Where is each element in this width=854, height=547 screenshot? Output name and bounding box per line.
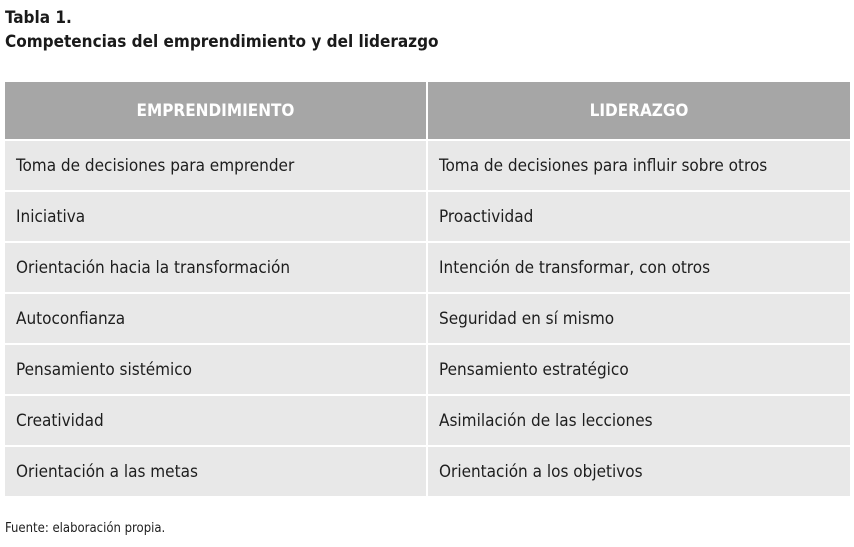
table-cell: Pensamiento estratégico: [427, 344, 850, 396]
table-cell: Creatividad: [5, 395, 428, 447]
table-cell: Seguridad en sí mismo: [427, 293, 850, 345]
table-cell: Orientación hacia la transformación: [5, 242, 428, 294]
column-header-liderazgo: LIDERAZGO: [427, 82, 850, 141]
table-cell: Autoconfianza: [5, 293, 428, 345]
table-row: Iniciativa Proactividad: [5, 191, 850, 243]
table-cell: Orientación a las metas: [5, 446, 428, 496]
table-cell: Iniciativa: [5, 191, 428, 243]
table-row: Toma de decisiones para emprender Toma d…: [5, 140, 850, 192]
table-header-row: EMPRENDIMIENTO LIDERAZGO: [5, 82, 850, 141]
table-cell: Toma de decisiones para influir sobre ot…: [427, 140, 850, 192]
column-header-emprendimiento: EMPRENDIMIENTO: [5, 82, 428, 141]
table-cell: Asimilación de las lecciones: [427, 395, 850, 447]
table-title: Competencias del emprendimiento y del li…: [5, 32, 439, 52]
table-cell: Orientación a los objetivos: [427, 446, 850, 496]
table-caption: Tabla 1. Competencias del emprendimiento…: [5, 6, 439, 54]
table-row: Pensamiento sistémico Pensamiento estrat…: [5, 344, 850, 396]
table-label: Tabla 1.: [5, 8, 72, 28]
table-row: Creatividad Asimilación de las lecciones: [5, 395, 850, 447]
table-cell: Intención de transformar, con otros: [427, 242, 850, 294]
source-note: Fuente: elaboración propia.: [5, 521, 166, 536]
competencies-table: EMPRENDIMIENTO LIDERAZGO Toma de decisio…: [5, 82, 850, 496]
table-cell: Pensamiento sistémico: [5, 344, 428, 396]
table-cell: Toma de decisiones para emprender: [5, 140, 428, 192]
table-row: Orientación hacia la transformación Inte…: [5, 242, 850, 294]
table-row: Orientación a las metas Orientación a lo…: [5, 446, 850, 496]
table-cell: Proactividad: [427, 191, 850, 243]
table-row: Autoconfianza Seguridad en sí mismo: [5, 293, 850, 345]
